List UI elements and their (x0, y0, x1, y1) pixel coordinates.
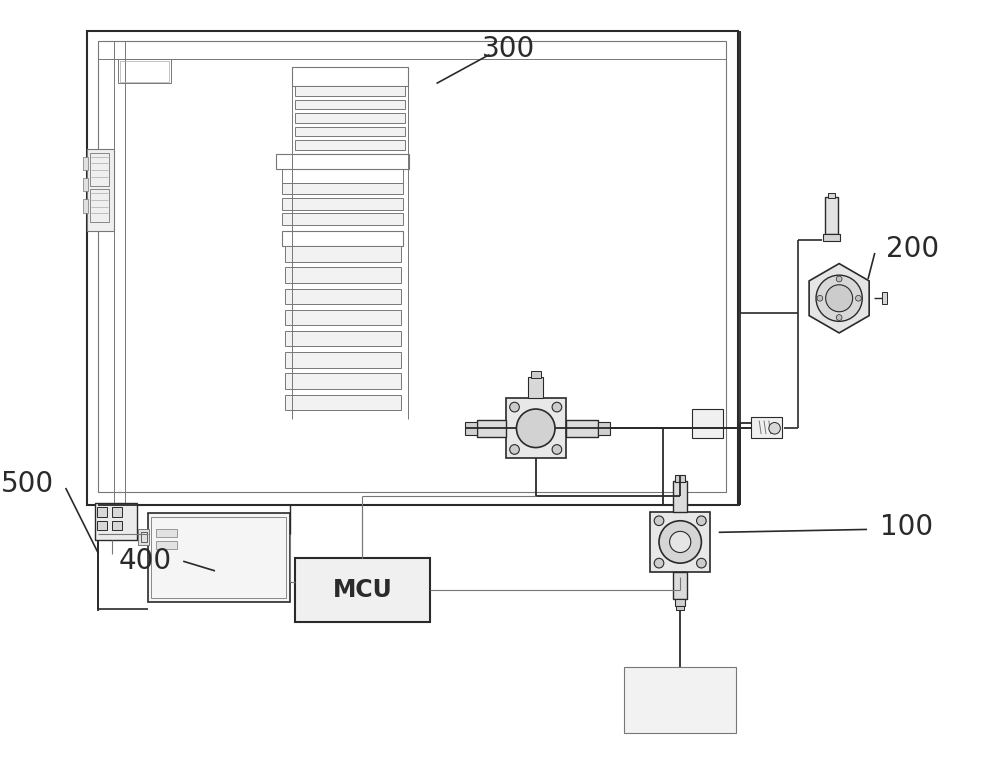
Bar (506, 398, 566, 458)
Polygon shape (809, 264, 869, 333)
Bar (98, 41, 726, 492)
Bar (97, 507, 107, 517)
Bar (282, 231, 403, 246)
Circle shape (697, 558, 706, 568)
Bar (295, 127, 405, 137)
Bar (675, 599, 685, 605)
Bar (675, 476, 685, 482)
Bar (598, 422, 610, 435)
Text: 300: 300 (482, 35, 535, 63)
Bar (285, 246, 401, 262)
Text: 500: 500 (1, 470, 54, 498)
Bar (566, 420, 598, 437)
Circle shape (510, 402, 519, 412)
Circle shape (670, 532, 691, 552)
Bar (285, 268, 401, 283)
Bar (151, 517, 286, 597)
Bar (692, 409, 723, 438)
Bar (87, 31, 738, 505)
Bar (650, 512, 710, 572)
Bar (285, 310, 401, 325)
Bar (823, 234, 840, 242)
Bar (295, 140, 405, 150)
Circle shape (826, 285, 853, 311)
Circle shape (817, 295, 823, 301)
Bar (295, 114, 405, 123)
Bar (112, 521, 122, 531)
Bar (282, 183, 403, 194)
Circle shape (552, 445, 562, 454)
Circle shape (836, 276, 842, 282)
Circle shape (516, 409, 555, 448)
Bar (120, 61, 169, 81)
Bar (751, 416, 782, 438)
Bar (292, 67, 408, 87)
Bar (156, 541, 177, 548)
Circle shape (816, 275, 862, 321)
Bar (295, 100, 405, 110)
Bar (95, 503, 137, 540)
Circle shape (654, 558, 664, 568)
Bar (465, 422, 477, 435)
Bar (882, 292, 887, 304)
Text: 200: 200 (886, 235, 939, 263)
Bar (83, 199, 88, 212)
Bar (673, 481, 687, 512)
Bar (285, 374, 401, 389)
Bar (276, 153, 409, 170)
Bar (285, 331, 401, 347)
Bar (112, 507, 122, 517)
Bar (148, 513, 290, 601)
Bar (295, 87, 405, 96)
Bar (90, 153, 109, 186)
Bar (477, 420, 506, 437)
Circle shape (510, 445, 519, 454)
Bar (141, 532, 147, 542)
Bar (285, 288, 401, 304)
Bar (282, 170, 403, 183)
Bar (676, 605, 684, 611)
Bar (295, 558, 430, 622)
Bar (285, 352, 401, 367)
Bar (624, 667, 736, 732)
Text: MCU: MCU (332, 578, 392, 602)
Bar (282, 213, 403, 225)
Bar (673, 572, 687, 599)
Bar (118, 59, 171, 84)
Circle shape (697, 516, 706, 525)
Bar (87, 149, 114, 231)
Bar (825, 197, 838, 234)
Bar (156, 529, 177, 537)
Circle shape (654, 516, 664, 525)
Circle shape (836, 314, 842, 321)
Circle shape (659, 521, 701, 563)
Bar (531, 371, 541, 378)
Circle shape (856, 295, 861, 301)
Bar (83, 178, 88, 191)
Text: 100: 100 (880, 512, 933, 541)
Bar (97, 521, 107, 531)
Circle shape (769, 423, 780, 434)
Bar (828, 193, 835, 198)
Bar (285, 394, 401, 410)
Bar (528, 377, 543, 398)
Bar (138, 529, 149, 545)
Circle shape (552, 402, 562, 412)
Bar (282, 198, 403, 209)
Bar (83, 156, 88, 170)
Bar (90, 189, 109, 222)
Text: 400: 400 (118, 547, 172, 575)
